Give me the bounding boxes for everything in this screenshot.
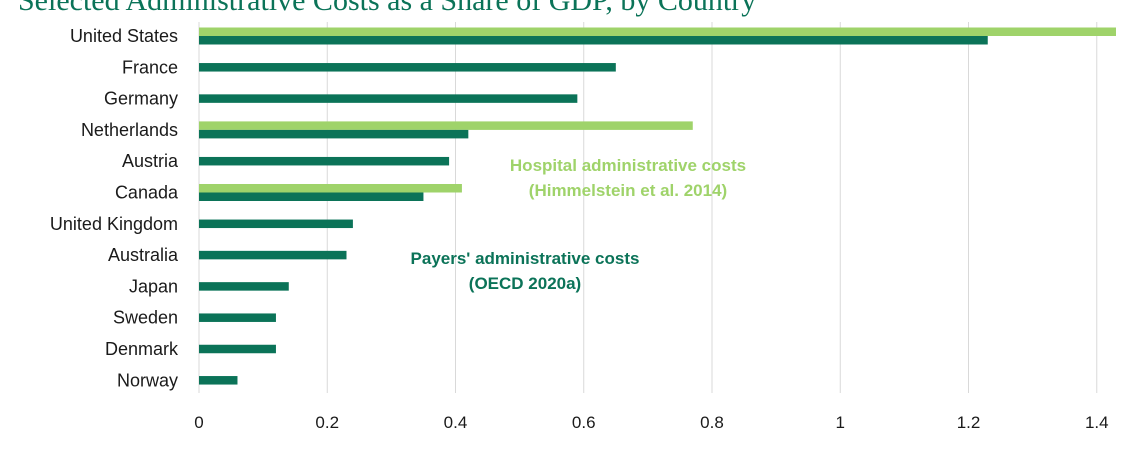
category-label: United Kingdom <box>50 214 178 234</box>
category-label: Australia <box>108 245 179 265</box>
x-tick-label: 0.2 <box>315 413 339 432</box>
bar-hospital <box>199 121 693 130</box>
category-label: Sweden <box>113 308 178 328</box>
bar-payers <box>199 250 347 260</box>
category-label: Germany <box>104 89 178 109</box>
bar-payers <box>199 36 988 45</box>
bar-payers <box>199 376 238 385</box>
bar-payers <box>199 129 469 139</box>
annotations: Hospital administrative costs (Himmelstei… <box>411 156 747 293</box>
bar-payers <box>199 192 424 201</box>
category-label: Denmark <box>105 339 179 359</box>
category-labels: United States France Germany Netherlands Aus… <box>50 26 179 390</box>
bar-payers <box>199 94 578 103</box>
x-tick-label: 0 <box>194 413 203 432</box>
bar-payers <box>199 282 289 291</box>
gridlines <box>198 22 1098 393</box>
category-label: United States <box>70 26 178 46</box>
bar-payers <box>199 156 450 166</box>
annotation-hospital: Hospital administrative costs <box>510 156 746 175</box>
category-label: Norway <box>117 370 178 390</box>
category-label: Canada <box>115 183 179 203</box>
x-axis-ticks: 0 0.2 0.4 0.6 0.8 1 1.2 1.4 <box>194 413 1108 432</box>
x-tick-label: 1.4 <box>1085 413 1109 432</box>
x-tick-label: 1 <box>836 413 845 432</box>
annotation-payers: (OECD 2020a) <box>469 274 581 293</box>
chart-title: Selected Administrative Costs as a Share… <box>18 0 757 17</box>
bars <box>199 27 1116 385</box>
x-tick-label: 0.6 <box>572 413 596 432</box>
category-label: Netherlands <box>81 120 178 140</box>
bar-payers <box>199 63 616 72</box>
annotation-payers: Payers' administrative costs <box>411 249 640 268</box>
bar-hospital <box>199 27 1116 36</box>
bar-payers <box>199 219 353 229</box>
x-tick-label: 0.4 <box>444 413 468 432</box>
x-tick-label: 0.8 <box>700 413 724 432</box>
bar-payers <box>199 313 276 322</box>
bar-payers <box>199 344 276 354</box>
bar-hospital <box>199 184 462 193</box>
category-label: Japan <box>129 276 178 296</box>
x-tick-label: 1.2 <box>957 413 981 432</box>
category-label: Austria <box>122 151 179 171</box>
category-label: France <box>122 57 178 77</box>
annotation-hospital: (Himmelstein et al. 2014) <box>529 181 727 200</box>
